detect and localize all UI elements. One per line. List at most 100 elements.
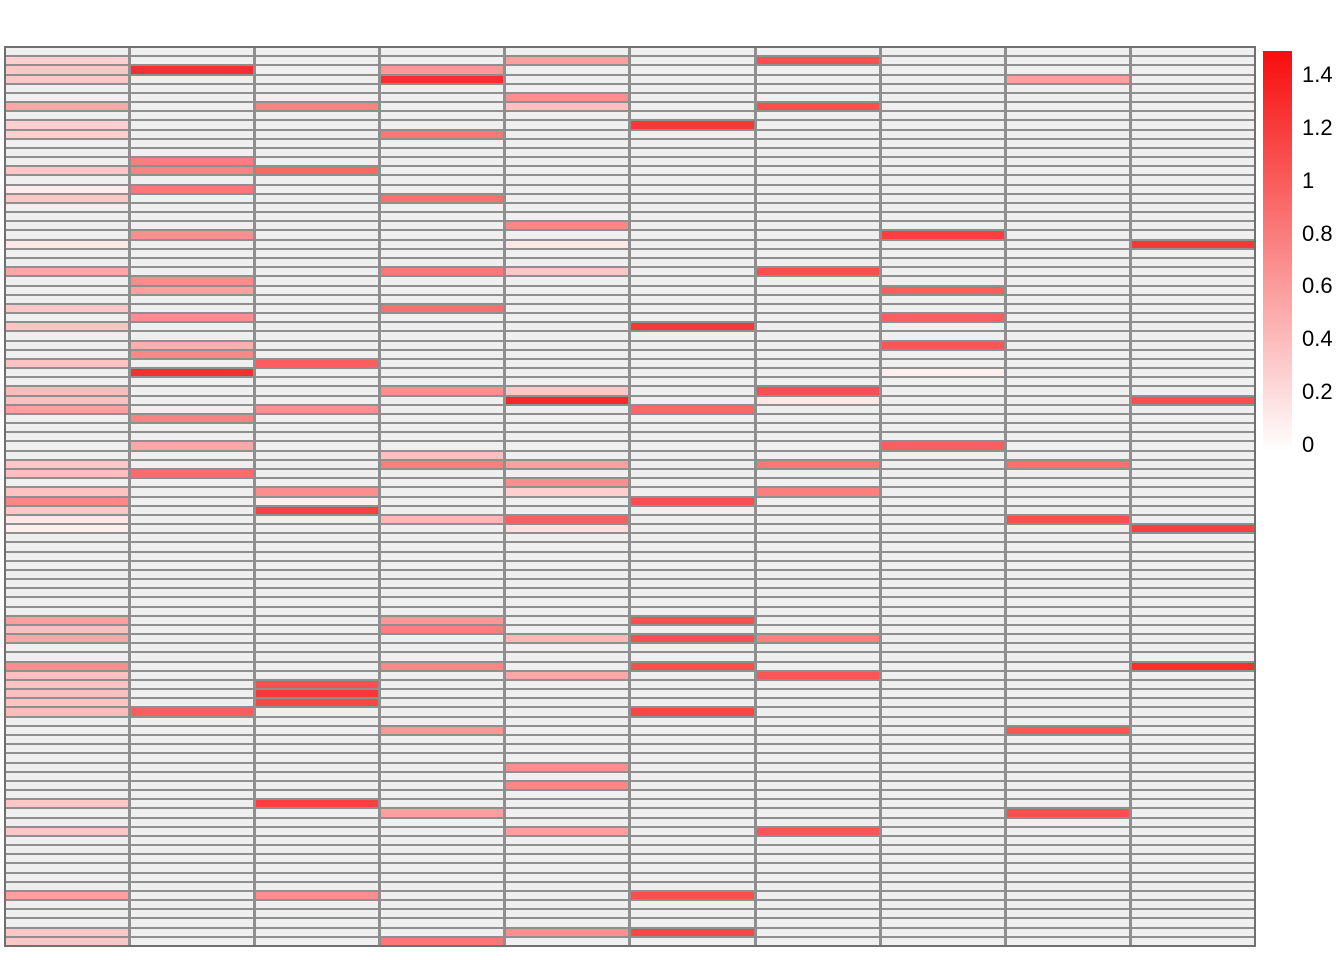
heatmap-cell (131, 185, 254, 193)
heatmap-cell (131, 442, 254, 450)
heatmap-cell (131, 543, 254, 551)
heatmap-cell (381, 864, 504, 872)
heatmap-cell (1006, 818, 1129, 826)
heatmap-cell (506, 580, 629, 588)
heatmap-cell (256, 699, 379, 707)
heatmap-cell (1006, 258, 1129, 267)
heatmap-cell (631, 607, 754, 615)
heatmap-cell (131, 286, 254, 294)
heatmap-cell (756, 644, 879, 652)
heatmap-cell (381, 671, 504, 679)
heatmap-cell (631, 424, 754, 432)
heatmap-cell (1006, 424, 1129, 432)
heatmap-cell (6, 176, 129, 184)
heatmap-cell (1006, 176, 1129, 184)
heatmap-cell (756, 589, 879, 597)
heatmap-cell (631, 910, 754, 918)
heatmap-cell (506, 635, 629, 643)
heatmap-cell (1006, 644, 1129, 652)
heatmap-cell (256, 148, 379, 157)
heatmap-cell (6, 194, 129, 202)
heatmap-cell (256, 451, 379, 459)
heatmap-cell (6, 644, 129, 652)
heatmap-cell (6, 148, 129, 157)
heatmap-cell (1131, 791, 1254, 799)
heatmap-cell (506, 369, 629, 377)
heatmap-cell (631, 414, 754, 423)
heatmap-cell (256, 598, 379, 606)
heatmap-cell (381, 93, 504, 102)
heatmap-cell (131, 506, 254, 514)
heatmap-cell (1006, 506, 1129, 514)
heatmap-cell (256, 625, 379, 634)
heatmap-cell (1131, 809, 1254, 817)
heatmap-cell (756, 580, 879, 588)
heatmap-cell (381, 213, 504, 221)
heatmap-cell (506, 442, 629, 450)
heatmap-cell (631, 332, 754, 340)
heatmap-cell (631, 928, 754, 936)
heatmap-cell (131, 525, 254, 533)
heatmap-cell (1131, 93, 1254, 102)
heatmap-cell (6, 396, 129, 404)
heatmap-cell (256, 341, 379, 349)
heatmap-cell (881, 304, 1004, 313)
heatmap-cell (6, 763, 129, 771)
heatmap-cell (756, 561, 879, 569)
heatmap-cell (506, 185, 629, 193)
heatmap-cell (256, 515, 379, 524)
heatmap-cell (1006, 827, 1129, 835)
heatmap-cell (506, 130, 629, 138)
heatmap-cell (506, 469, 629, 478)
heatmap-cell (6, 717, 129, 725)
heatmap-cell (756, 479, 879, 487)
heatmap-cell (881, 488, 1004, 496)
heatmap-cell (1006, 222, 1129, 230)
heatmap-cell (1006, 314, 1129, 322)
heatmap-cell (1131, 460, 1254, 468)
heatmap-cell (506, 258, 629, 267)
heatmap-cell (131, 433, 254, 441)
heatmap-cell (6, 653, 129, 661)
heatmap-cell (631, 745, 754, 753)
heatmap-cell (1006, 194, 1129, 202)
heatmap-cell (631, 717, 754, 725)
heatmap-cell (131, 103, 254, 111)
heatmap-cell (506, 451, 629, 459)
heatmap-cell (256, 855, 379, 863)
heatmap-cell (1131, 736, 1254, 744)
heatmap-cell (506, 625, 629, 634)
heatmap-cell (1006, 359, 1129, 368)
heatmap-cell (631, 240, 754, 248)
heatmap-cell (1006, 910, 1129, 918)
heatmap-cell (131, 277, 254, 285)
heatmap-cell (881, 873, 1004, 881)
heatmap-cell (506, 194, 629, 202)
heatmap-cell (506, 745, 629, 753)
heatmap-cell (506, 653, 629, 661)
heatmap-cell (631, 185, 754, 193)
heatmap-cell (1131, 726, 1254, 734)
heatmap-cell (631, 662, 754, 670)
colorbar-tick-label: 1.4 (1302, 62, 1333, 87)
heatmap-cell (756, 855, 879, 863)
heatmap-cell (1131, 249, 1254, 257)
heatmap-cell (756, 405, 879, 413)
heatmap-cell (756, 121, 879, 129)
heatmap-cell (1006, 103, 1129, 111)
colorbar-tick-label: 0.8 (1302, 220, 1333, 246)
heatmap-cell (256, 818, 379, 826)
heatmap-cell (6, 103, 129, 111)
heatmap-cell (881, 112, 1004, 120)
heatmap-cell (131, 570, 254, 579)
heatmap-cell (6, 515, 129, 524)
heatmap-cell (1006, 268, 1129, 276)
heatmap-cell (631, 341, 754, 349)
heatmap-cell (631, 57, 754, 65)
heatmap-cell (131, 341, 254, 349)
heatmap-cell (506, 781, 629, 790)
heatmap-cell (756, 112, 879, 120)
heatmap-cell (256, 662, 379, 670)
heatmap-cell (381, 580, 504, 588)
heatmap-cell (881, 176, 1004, 184)
